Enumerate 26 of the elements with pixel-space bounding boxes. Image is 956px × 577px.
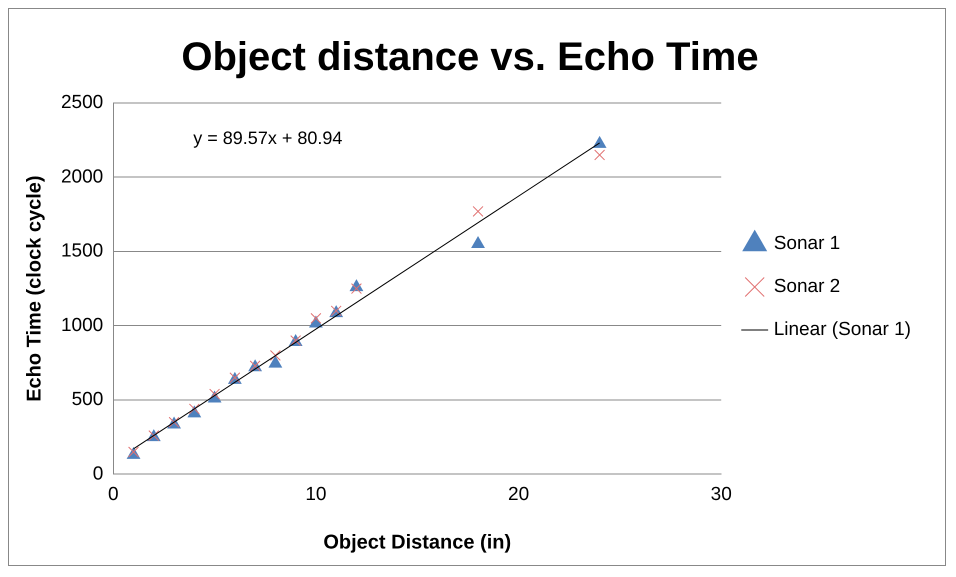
- legend-label: Sonar 1: [774, 233, 840, 254]
- x-axis-title: Object Distance (in): [323, 532, 512, 554]
- point: [471, 236, 485, 248]
- y-tick-label: 2500: [60, 92, 104, 114]
- y-tick-label: 1000: [60, 314, 104, 336]
- legend-label: Sonar 2: [774, 276, 840, 298]
- chart-title: Object distance vs. Echo Time: [181, 35, 759, 80]
- y-tick-label: 500: [72, 389, 104, 410]
- y-tick-label: 0: [92, 463, 104, 484]
- point: [310, 312, 322, 324]
- x-tick-label: 20: [508, 484, 530, 505]
- point: [270, 350, 281, 361]
- point: [188, 403, 200, 414]
- legend-label: Linear (Sonar 1): [774, 319, 911, 340]
- point: [472, 206, 484, 217]
- y-axis-title: Echo Time (clock cycle): [24, 175, 46, 402]
- y-tick-label: 1500: [60, 240, 104, 262]
- x-tick-label: 0: [108, 484, 119, 505]
- point: [594, 150, 606, 160]
- point: [268, 356, 282, 368]
- annotation: y = 89.57x + 80.94: [193, 128, 342, 148]
- point: [350, 283, 362, 294]
- point: [209, 388, 220, 400]
- x-tick-label: 30: [710, 484, 732, 505]
- y-tick-label: 2000: [60, 166, 104, 188]
- x-tick-label: 10: [305, 484, 326, 505]
